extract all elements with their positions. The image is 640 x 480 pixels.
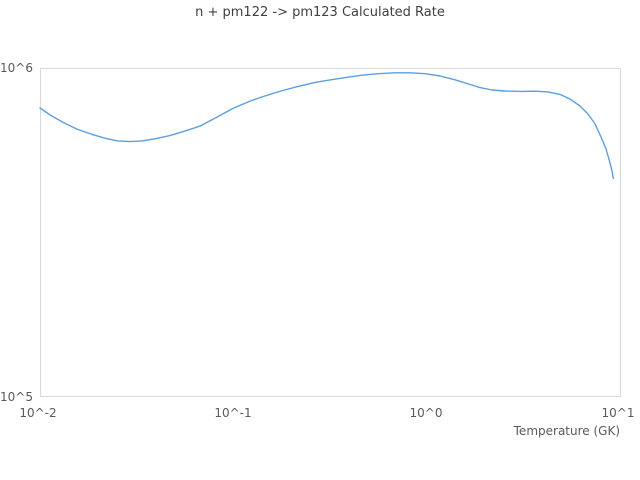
y-tick-label-1e5: 10^5 [0, 390, 33, 404]
x-tick-label-1e-1: 10^-1 [214, 406, 252, 420]
chart-title: n + pm122 -> pm123 Calculated Rate [195, 5, 445, 20]
x-tick-label-1e1: 10^1 [601, 406, 635, 420]
x-tick-label-1e0: 10^0 [409, 406, 443, 420]
x-tick-label-1e-2: 10^-2 [19, 406, 57, 420]
y-tick-label-1e6: 10^6 [0, 61, 33, 75]
x-axis-title: Temperature (GK) [513, 424, 620, 438]
plot-area [40, 68, 621, 397]
